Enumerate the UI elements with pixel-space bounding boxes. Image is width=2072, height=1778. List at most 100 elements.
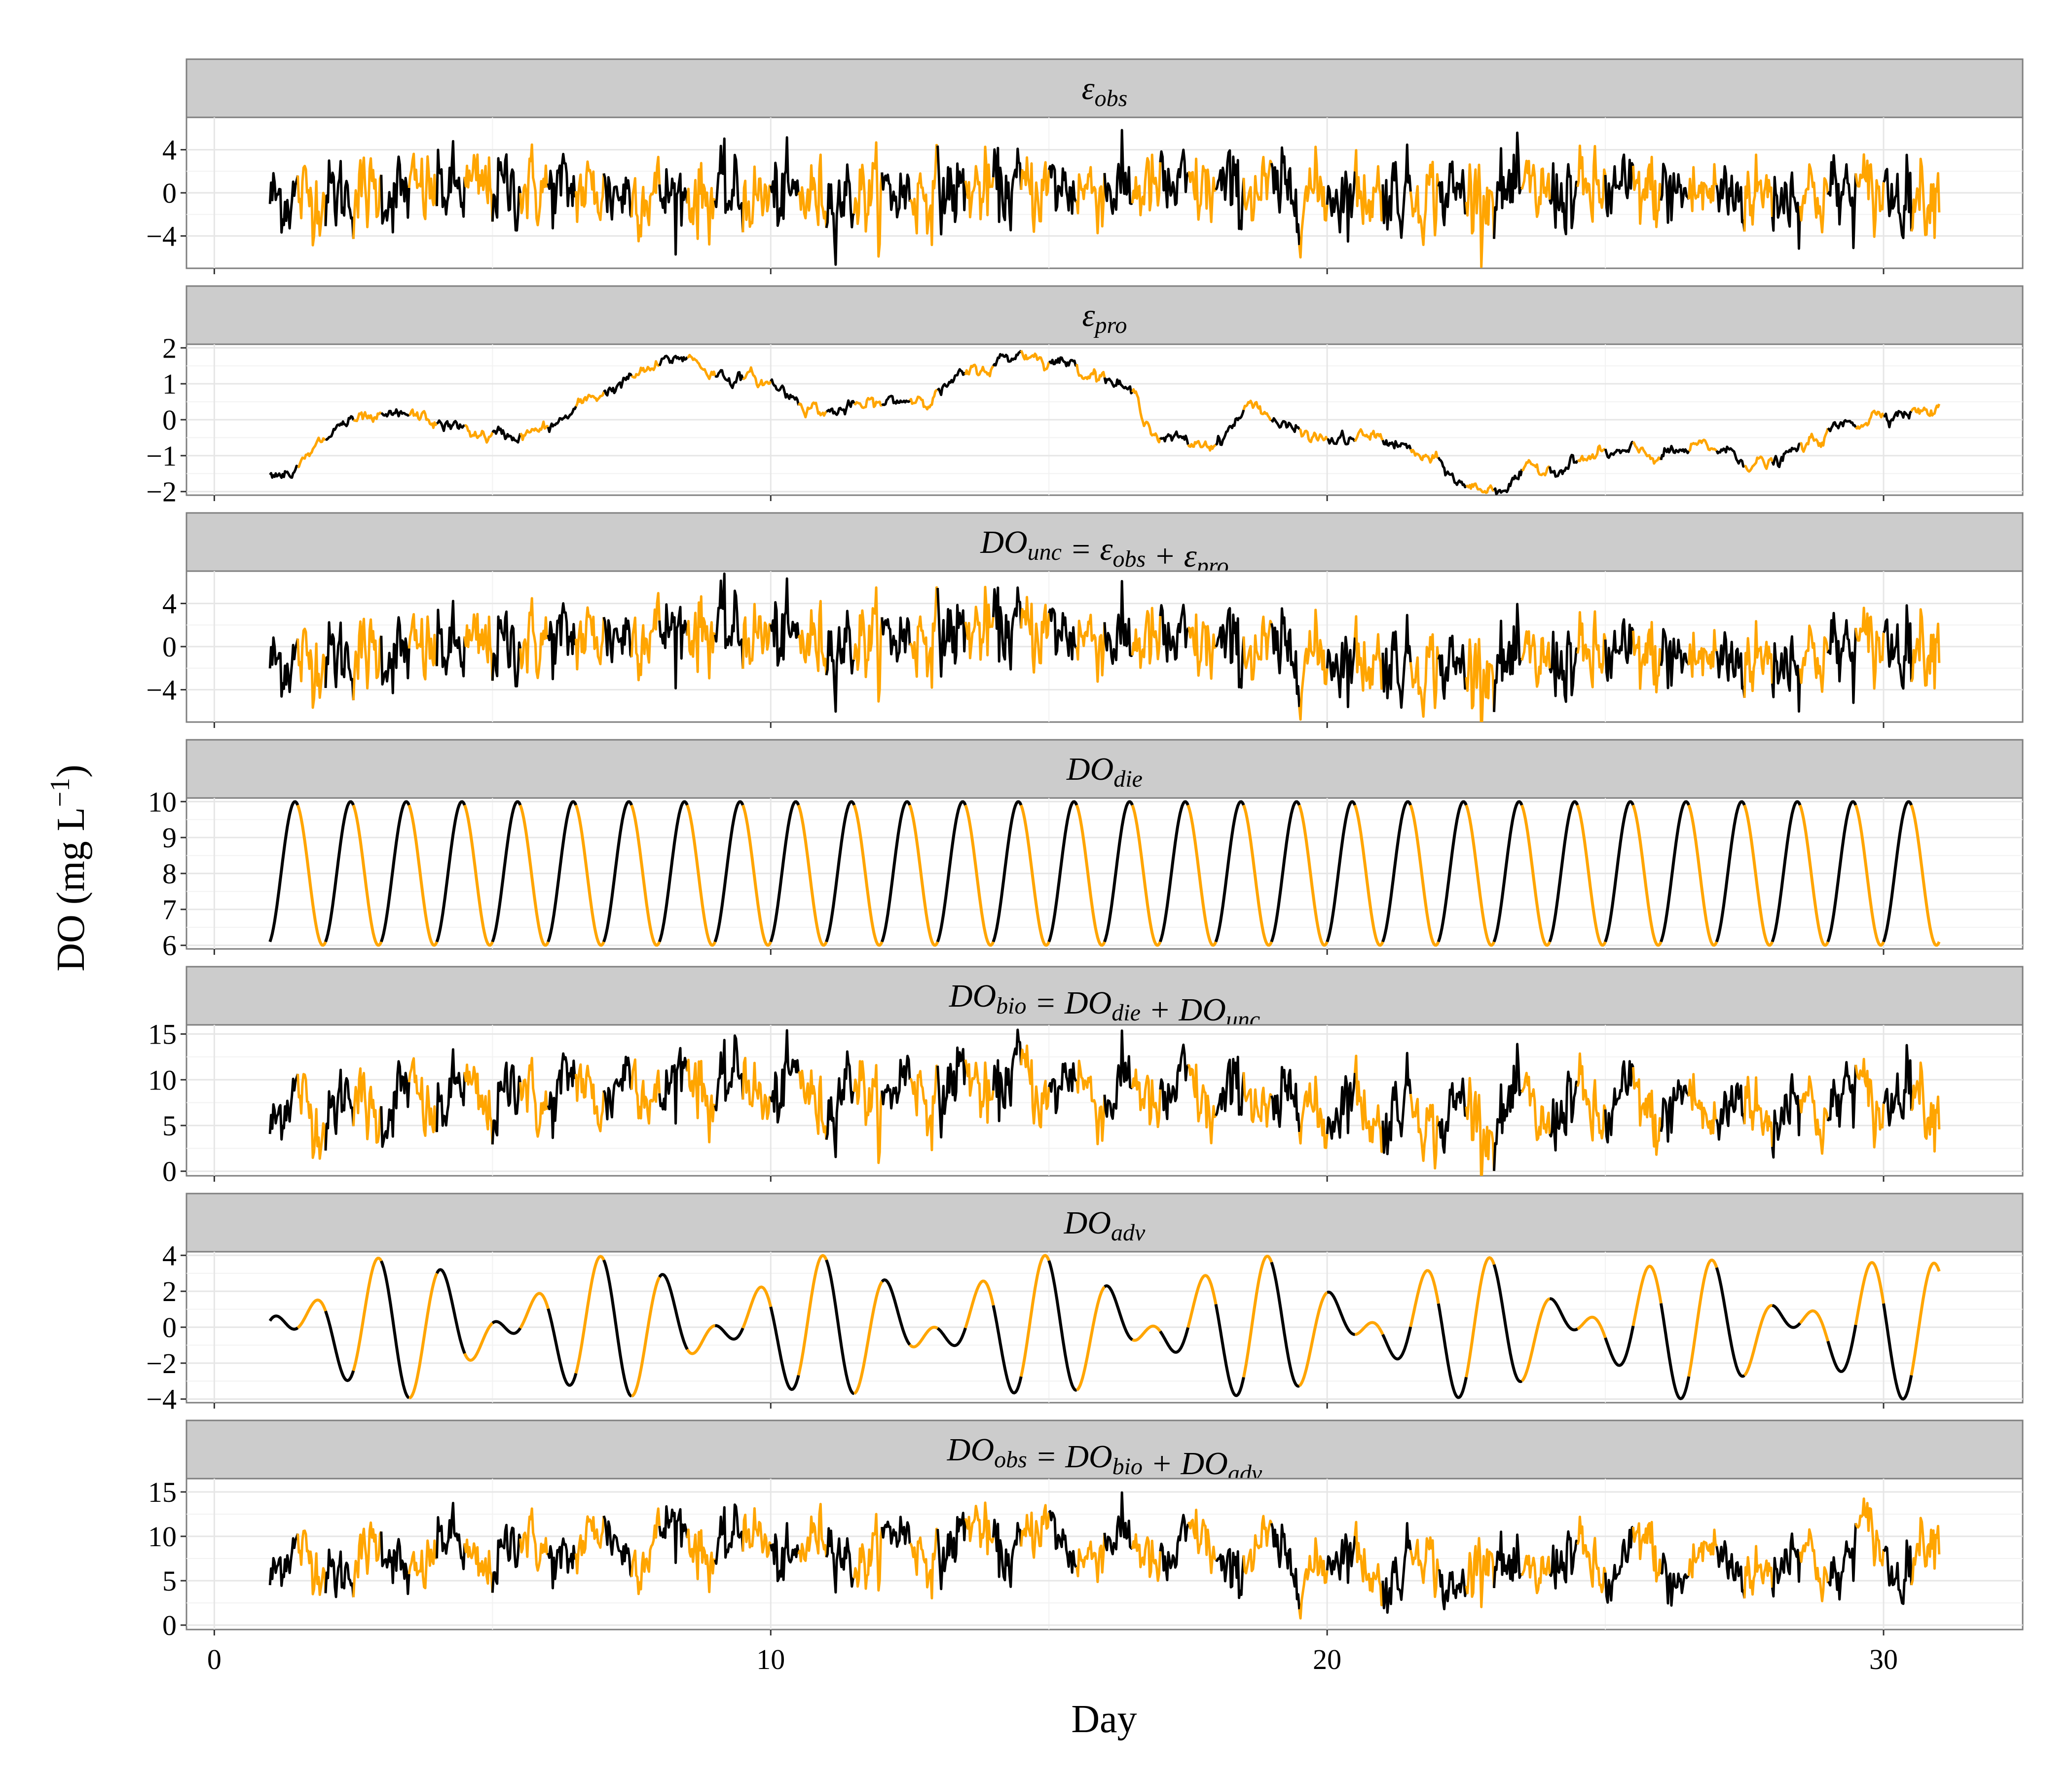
series-line-segment (1186, 1274, 1218, 1328)
series-line-segment (1353, 804, 1384, 947)
series-line-segment (1688, 438, 1718, 452)
series-line-segment (1883, 1539, 1913, 1605)
series-line-segment (1687, 1258, 1718, 1377)
series-line-segment (547, 1537, 577, 1590)
series-line-segment (296, 804, 327, 947)
series-line-segment (324, 1310, 355, 1382)
series-line-segment (519, 597, 550, 680)
series-line-segment (908, 804, 939, 947)
series-line-segment (1103, 580, 1133, 665)
series-line-segment (463, 1322, 494, 1362)
series-line-segment (268, 172, 299, 234)
series-line-segment (1577, 444, 1606, 463)
series-line-segment (1158, 800, 1189, 943)
series-line-segment (1326, 1533, 1356, 1584)
series-line-segment (1131, 1068, 1162, 1128)
series-line-segment (1854, 1057, 1885, 1149)
y-tick-label: −2 (146, 1347, 177, 1379)
series-line-segment (575, 160, 605, 223)
series-line-segment (1715, 1082, 1746, 1141)
series-line-segment (1409, 1536, 1440, 1598)
series-line-segment (1826, 1324, 1857, 1373)
series-line-segment (1075, 1059, 1106, 1146)
series-line-segment (1465, 1537, 1495, 1608)
series-line-segment (1187, 157, 1217, 223)
series-line-segment (436, 1502, 466, 1570)
series-line-segment (881, 617, 911, 663)
series-line-segment (1047, 1260, 1077, 1392)
series-line-segment (1799, 1309, 1830, 1342)
y-tick-label: 7 (162, 894, 177, 926)
series-line-segment (1354, 428, 1384, 442)
series-line-segment (1298, 609, 1329, 721)
series-line-segment (1604, 153, 1634, 218)
series-line-segment (714, 137, 744, 233)
series-line-segment (1437, 1303, 1468, 1399)
facet-strip (185, 739, 2024, 799)
series-line-segment (741, 804, 772, 947)
series-line-segment (1103, 1029, 1133, 1120)
y-tick-label: 0 (162, 177, 177, 209)
series-line-segment (268, 1314, 299, 1331)
series-line-segment (1465, 638, 1495, 722)
series-line-segment (1326, 636, 1356, 708)
series-line-segment (769, 577, 800, 667)
series-line-segment (936, 1046, 967, 1139)
series-line-segment (379, 800, 410, 943)
series-line-segment (714, 1324, 744, 1341)
series-line-segment (491, 610, 522, 688)
y-tick-label: 6 (162, 930, 177, 962)
series-line-segment (1326, 170, 1356, 243)
series-line-segment (574, 804, 605, 947)
series-line-segment (909, 586, 938, 689)
series-line-segment (1214, 800, 1245, 943)
y-tick-label: 2 (162, 332, 177, 364)
series-line-segment (1576, 1052, 1607, 1142)
series-line-segment (1075, 804, 1106, 947)
series-line-segment (797, 1254, 828, 1376)
series-line-segment (491, 1061, 522, 1145)
series-line-segment (1687, 163, 1718, 213)
series-line-segment (1298, 1537, 1329, 1620)
series-line-segment (1687, 1528, 1718, 1579)
series-line-segment (435, 800, 466, 943)
series-line-segment (1771, 635, 1802, 713)
y-tick-label: 10 (148, 1521, 177, 1553)
series-line-segment (686, 804, 717, 947)
series-line-segment (1409, 160, 1440, 246)
series-line-segment (992, 350, 1022, 367)
series-line-segment (826, 399, 855, 416)
series-line-segment (1632, 441, 1662, 465)
series-line-segment (1298, 145, 1329, 259)
series-line-segment (1520, 804, 1551, 947)
series-line-segment (1826, 1061, 1857, 1129)
series-line-segment (1159, 1043, 1189, 1121)
series-line-segment (1910, 804, 1941, 947)
series-line-segment (602, 173, 633, 221)
series-line-segment (909, 144, 938, 247)
facet-panel: DObio = DOdie + DOunc 0 5 10 15 (148, 966, 2024, 1188)
series-line-segment (1159, 430, 1189, 445)
series-line-segment (964, 1501, 995, 1556)
series-line-segment (713, 800, 744, 943)
series-line-segment (630, 155, 661, 243)
series-line-segment (1075, 1532, 1106, 1583)
series-line-segment (324, 159, 355, 239)
series-line-segment (1743, 620, 1774, 698)
series-line-segment (1327, 430, 1356, 446)
series-line-segment (1631, 1265, 1663, 1326)
series-line-segment (630, 1507, 661, 1596)
series-line-segment (324, 1068, 355, 1151)
series-line-segment (686, 595, 716, 680)
series-line-segment (853, 1060, 884, 1164)
series-line-segment (491, 425, 522, 444)
series-line-segment (797, 600, 828, 676)
series-line-segment (798, 1069, 828, 1140)
series-line-segment (658, 1273, 689, 1350)
y-tick-label: 15 (148, 1018, 177, 1051)
series-line-segment (1659, 1303, 1691, 1400)
series-line-segment (853, 1513, 884, 1592)
series-line-segment (936, 587, 967, 678)
series-line-segment (1020, 1504, 1050, 1559)
series-line-segment (1826, 800, 1857, 943)
